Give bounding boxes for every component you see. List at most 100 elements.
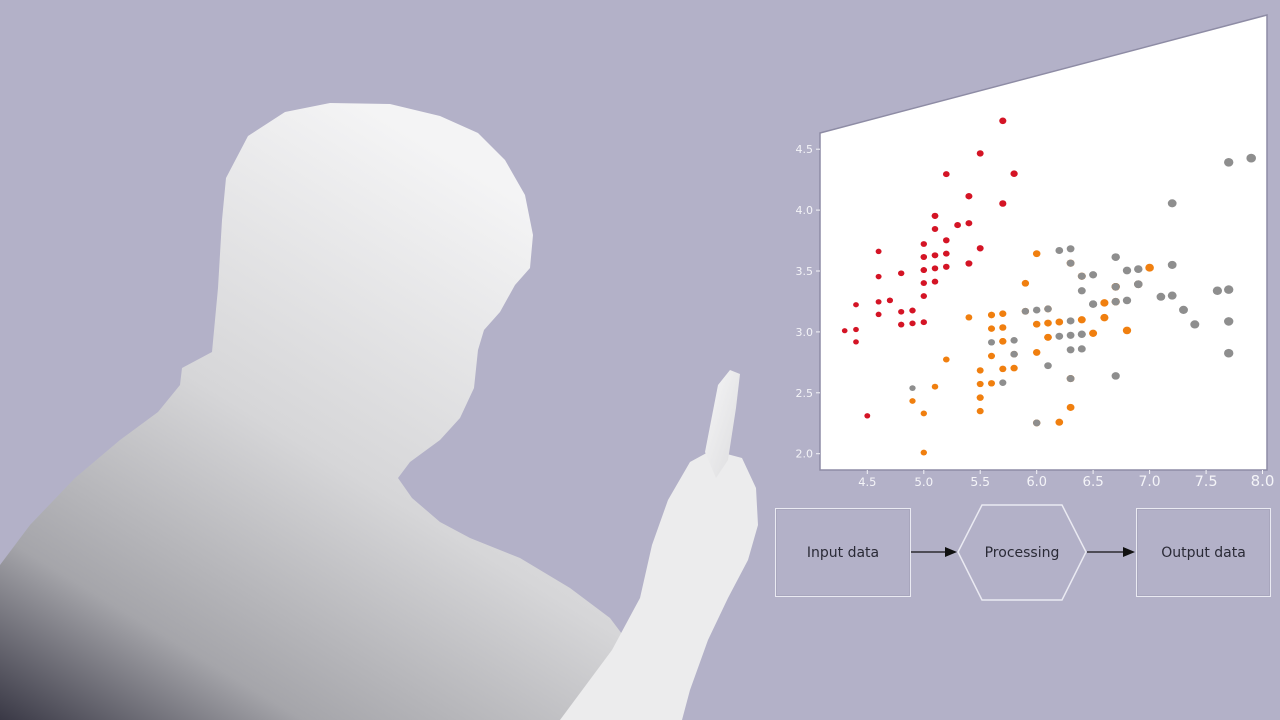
input-data-label: Input data [806, 544, 880, 561]
x-tick-label: 4.5 [858, 475, 876, 489]
scatter-point [999, 338, 1007, 345]
processing-node: Processing [958, 505, 1086, 600]
chart-points [841, 117, 1256, 456]
scatter-point [965, 220, 973, 227]
scatter-point [898, 270, 905, 277]
scatter-point [864, 413, 871, 419]
scatter-point [987, 339, 996, 346]
y-tick-label: 2.5 [796, 387, 814, 400]
scatter-point [1089, 329, 1098, 337]
x-tick-label: 7.0 [1139, 474, 1161, 490]
scatter-point [965, 193, 973, 200]
y-tick-label: 4.5 [796, 143, 814, 156]
scatter-point [920, 267, 927, 274]
scatter-point [1010, 336, 1018, 344]
scatter-point [1066, 403, 1075, 411]
scatter-point [1167, 260, 1177, 269]
scatter-point [1134, 265, 1143, 273]
scatter-point [853, 339, 859, 345]
processing-label: Processing [984, 544, 1060, 561]
chart-panel [819, 14, 1268, 471]
scatter-point [1077, 330, 1086, 338]
scatter-point [1066, 259, 1075, 267]
scatter-point [1212, 286, 1223, 296]
scatter-point [1032, 250, 1041, 258]
scatter-point [1122, 326, 1132, 335]
arrowhead-processing-to-output [1123, 547, 1135, 557]
scatter-point [1100, 313, 1109, 322]
scatter-point [1224, 348, 1234, 358]
scatter-point [942, 356, 950, 363]
output-data-box: Output data [1136, 508, 1271, 597]
x-tick-label: 6.0 [1026, 475, 1047, 490]
scatter-point [1032, 348, 1041, 356]
scatter-point [976, 394, 984, 401]
hand-shape [560, 450, 758, 720]
scatter-point [942, 250, 950, 257]
scatter-point [931, 252, 939, 259]
scatter-point [931, 278, 939, 285]
scatter-point [1077, 287, 1086, 295]
scatter-point [1111, 253, 1120, 261]
phone-shape [705, 370, 740, 478]
scatter-point [1134, 280, 1143, 289]
scatter-point [1145, 263, 1154, 272]
scatter-point [1044, 362, 1052, 370]
scatter-point [1010, 364, 1018, 372]
scatter-point [1111, 297, 1120, 306]
scatter-point [909, 320, 916, 327]
scatter-point [942, 263, 950, 270]
scatter-point [898, 321, 905, 328]
y-tick-label: 4.0 [796, 204, 814, 217]
scatter-point [920, 241, 927, 247]
scatter-point [999, 310, 1007, 317]
y-tick-label: 2.0 [796, 448, 814, 461]
arrowhead-input-to-processing [945, 547, 957, 557]
scatter-point [1066, 331, 1075, 339]
scatter-point [1167, 291, 1177, 300]
scatter-point [1044, 333, 1052, 341]
scatter-point [1077, 345, 1086, 353]
x-tick-label: 8.0 [1251, 472, 1275, 490]
scatter-point [1032, 306, 1041, 314]
scatter-point [976, 245, 984, 252]
output-data-label: Output data [1161, 544, 1246, 561]
scatter-point [987, 380, 996, 387]
scatter-point [920, 449, 927, 456]
scatter-point [1066, 245, 1075, 253]
x-tick-label: 6.5 [1082, 475, 1103, 490]
scatter-point [1055, 246, 1064, 255]
scatter-point [1224, 158, 1234, 167]
scatter-point [987, 325, 996, 332]
scatter-point [1122, 296, 1132, 305]
scatter-point [1224, 317, 1234, 326]
scatter-point [999, 324, 1007, 331]
scatter-point [1010, 170, 1018, 178]
scatter-point [1077, 316, 1086, 324]
scatter-point [1044, 319, 1052, 327]
scatter-point [909, 307, 916, 314]
scatter-point [1066, 375, 1075, 383]
scatter-point [976, 380, 984, 388]
scatter-point [1111, 283, 1120, 291]
scatter-point [1156, 292, 1166, 301]
y-tick-label: 3.5 [796, 265, 814, 278]
scatter-point [942, 171, 950, 178]
scatter-point [920, 293, 927, 300]
scatter-point [1066, 346, 1075, 354]
scatter-point [1021, 307, 1030, 315]
scatter-point [875, 273, 882, 280]
scatter-point [909, 398, 916, 404]
person-silhouette [0, 103, 665, 720]
scatter-point [976, 367, 984, 374]
scatter-point [1077, 272, 1086, 280]
scatter-point [1032, 419, 1041, 427]
scatter-point [999, 117, 1007, 125]
scatter-point [999, 365, 1007, 373]
scatter-point [1089, 300, 1098, 308]
scatter-point [1224, 285, 1234, 294]
y-tick-label: 3.0 [796, 326, 814, 339]
scatter-point [920, 280, 927, 287]
